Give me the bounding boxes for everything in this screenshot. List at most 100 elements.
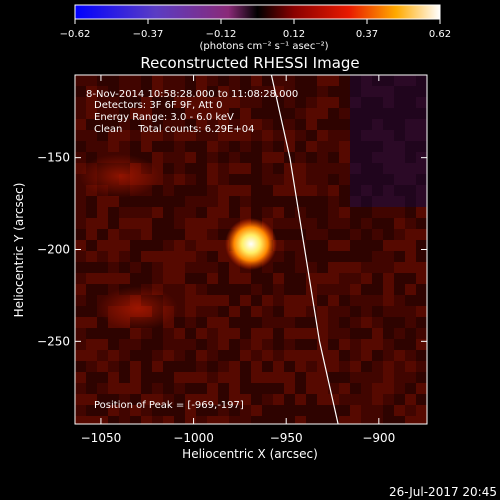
image-pixel <box>317 174 328 185</box>
image-pixel <box>350 207 361 218</box>
image-pixel <box>229 163 240 174</box>
image-pixel <box>207 416 218 424</box>
image-pixel <box>416 317 427 328</box>
image-pixel <box>174 240 185 251</box>
image-pixel <box>372 416 383 424</box>
image-pixel <box>383 284 394 295</box>
image-pixel <box>394 361 405 372</box>
image-pixel <box>218 130 229 141</box>
image-pixel <box>163 262 174 273</box>
image-pixel <box>361 163 372 174</box>
image-pixel <box>218 394 229 405</box>
secondary-source <box>79 154 160 199</box>
image-pixel <box>174 141 185 152</box>
image-pixel <box>119 361 130 372</box>
image-pixel <box>339 130 350 141</box>
image-pixel <box>328 240 339 251</box>
image-pixel <box>394 416 405 424</box>
image-pixel <box>229 383 240 394</box>
image-pixel <box>130 394 141 405</box>
image-pixel <box>416 295 427 306</box>
image-pixel <box>328 372 339 383</box>
image-pixel <box>108 86 119 97</box>
image-pixel <box>295 295 306 306</box>
image-pixel <box>185 317 196 328</box>
image-pixel <box>229 372 240 383</box>
image-pixel <box>405 229 416 240</box>
image-pixel <box>295 405 306 416</box>
image-pixel <box>207 405 218 416</box>
image-pixel <box>207 339 218 350</box>
image-pixel <box>251 86 262 97</box>
image-pixel <box>229 394 240 405</box>
image-pixel <box>273 361 284 372</box>
y-axis-label: Heliocentric Y (arcsec) <box>12 183 26 318</box>
image-pixel <box>174 108 185 119</box>
image-pixel <box>361 119 372 130</box>
image-pixel <box>295 86 306 97</box>
image-pixel <box>405 97 416 108</box>
image-pixel <box>339 328 350 339</box>
image-pixel <box>130 130 141 141</box>
image-pixel <box>273 75 284 86</box>
image-pixel <box>97 284 108 295</box>
image-pixel <box>383 218 394 229</box>
image-pixel <box>97 119 108 130</box>
image-pixel <box>218 262 229 273</box>
image-pixel <box>350 86 361 97</box>
image-pixel <box>350 174 361 185</box>
image-pixel <box>284 328 295 339</box>
image-pixel <box>119 328 130 339</box>
image-pixel <box>361 372 372 383</box>
image-pixel <box>273 185 284 196</box>
image-pixel <box>240 163 251 174</box>
image-pixel <box>163 163 174 174</box>
image-pixel <box>372 196 383 207</box>
image-pixel <box>339 251 350 262</box>
image-pixel <box>185 130 196 141</box>
image-pixel <box>251 119 262 130</box>
image-pixel <box>273 383 284 394</box>
image-pixel <box>350 317 361 328</box>
image-pixel <box>108 405 119 416</box>
image-pixel <box>273 251 284 262</box>
image-pixel <box>394 130 405 141</box>
image-pixel <box>196 317 207 328</box>
image-pixel <box>416 119 427 130</box>
image-pixel <box>218 75 229 86</box>
image-pixel <box>86 196 97 207</box>
image-pixel <box>317 361 328 372</box>
image-pixel <box>372 108 383 119</box>
image-pixel <box>97 130 108 141</box>
image-pixel <box>416 75 427 86</box>
image-pixel <box>86 317 97 328</box>
image-pixel <box>240 284 251 295</box>
image-pixel <box>108 130 119 141</box>
image-pixel <box>152 119 163 130</box>
image-pixel <box>361 229 372 240</box>
image-pixel <box>372 372 383 383</box>
image-pixel <box>152 207 163 218</box>
image-pixel <box>251 163 262 174</box>
image-pixel <box>207 185 218 196</box>
image-pixel <box>163 119 174 130</box>
image-pixel <box>350 383 361 394</box>
image-pixel <box>240 383 251 394</box>
image-pixel <box>218 295 229 306</box>
image-pixel <box>328 196 339 207</box>
image-pixel <box>394 119 405 130</box>
image-pixel <box>394 141 405 152</box>
image-pixel <box>273 97 284 108</box>
image-pixel <box>185 218 196 229</box>
image-pixel <box>86 229 97 240</box>
image-pixel <box>295 229 306 240</box>
image-pixel <box>394 284 405 295</box>
image-pixel <box>251 317 262 328</box>
image-pixel <box>108 273 119 284</box>
image-pixel <box>405 119 416 130</box>
image-pixel <box>328 273 339 284</box>
image-pixel <box>97 207 108 218</box>
image-pixel <box>229 86 240 97</box>
image-pixel <box>339 262 350 273</box>
image-pixel <box>284 262 295 273</box>
